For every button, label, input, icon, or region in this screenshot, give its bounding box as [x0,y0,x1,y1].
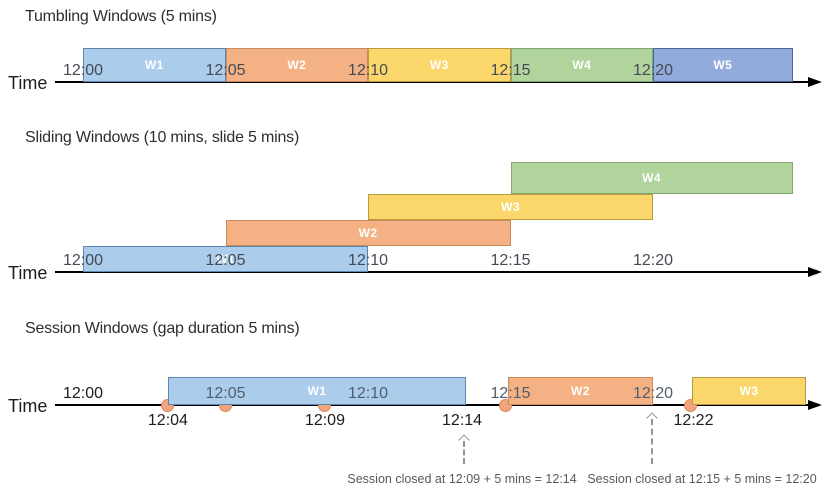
window-bar: W1 [83,246,368,272]
window-bar: W2 [225,48,368,82]
window-bar: W1 [83,48,226,82]
tick-label: 12:20 [632,385,674,402]
tick-label: 12:15 [490,252,531,269]
section-title: Tumbling Windows (5 mins) [25,8,217,25]
tick-label: 12:05 [205,62,246,79]
window-bar: W1 [167,377,467,405]
window-label: W3 [429,58,449,72]
window-label: W3 [739,384,759,398]
window-label: W2 [287,58,307,72]
window-label: W2 [358,226,378,240]
window-bar: W3 [692,377,807,405]
callout-arrow-stem [463,441,466,464]
callout-arrow-icon [646,412,658,464]
tick-label: 12:00 [62,385,104,402]
tick-label: 12:20 [632,252,674,269]
tick-label: 12:20 [632,62,674,79]
window-label: W2 [571,384,590,398]
window-label: W1 [307,384,327,398]
axis-arrowhead-icon [808,267,822,277]
tick-label: 12:15 [490,385,531,402]
window-bar: W2 [507,377,653,405]
callout-arrow-icon [458,434,470,464]
callout-arrow-stem [651,419,654,464]
callout-text: Session closed at 12:09 + 5 mins = 12:14 [347,472,577,486]
window-bar: W4 [510,48,653,82]
time-axis-label: Time [8,396,48,416]
time-axis [55,404,808,406]
event-time-label: 12:14 [442,412,483,429]
event-time-label: 12:22 [673,412,714,429]
window-label: W5 [713,58,733,72]
tick-label: 12:00 [62,62,104,79]
window-bar: W3 [368,194,653,220]
time-axis-label: Time [8,73,48,93]
section-title: Sliding Windows (10 mins, slide 5 mins) [25,129,300,146]
window-label: W3 [501,200,520,214]
window-label: W1 [144,58,164,72]
tick-label: 12:15 [490,62,531,79]
window-bar: W3 [368,48,511,82]
event-time-label: 12:09 [304,412,345,429]
tick-label: 12:10 [347,252,389,269]
time-axis [55,271,808,273]
tick-label: 12:00 [62,252,104,269]
window-bar: W5 [653,48,793,82]
window-bar: W2 [225,220,511,246]
window-label: W4 [572,58,592,72]
tick-label: 12:10 [347,62,389,79]
window-bar: W4 [510,162,793,194]
tick-label: 12:10 [347,385,389,402]
window-label: W1 [216,252,235,266]
tick-label: 12:05 [205,385,246,402]
axis-arrowhead-icon [808,77,822,87]
window-label: W4 [642,171,661,185]
time-axis-label: Time [8,263,48,283]
section-title: Session Windows (gap duration 5 mins) [25,320,300,337]
time-axis [55,81,808,83]
tick-label: 12:05 [205,252,246,269]
callout-text: Session closed at 12:15 + 5 mins = 12:20 [587,472,817,486]
axis-arrowhead-icon [808,400,822,410]
event-time-label: 12:04 [147,412,188,429]
